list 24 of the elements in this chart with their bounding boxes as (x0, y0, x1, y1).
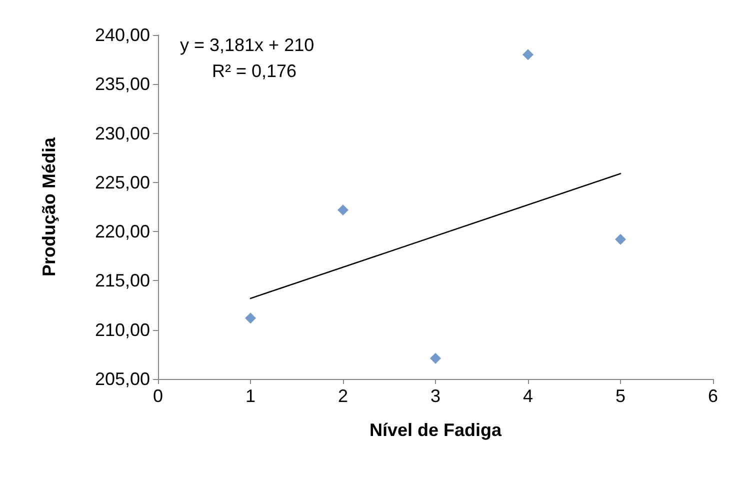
point (430, 352, 441, 364)
point (338, 204, 348, 216)
y-tick-label: 220,00 (94, 222, 150, 242)
annotation: R² = 0,176 (212, 61, 297, 81)
y-tick-label: 235,00 (94, 74, 150, 94)
x-tick-label: 3 (430, 386, 441, 406)
point (522, 49, 534, 60)
y-tick-label: 215,00 (94, 270, 150, 291)
x-tick-label: 2 (338, 386, 348, 406)
y-tick-label: 205,00 (94, 369, 150, 389)
y-tick-label: 230,00 (94, 123, 150, 144)
x-tick-label: 0 (152, 386, 164, 406)
x-tick-label: 5 (615, 386, 626, 406)
x-axis-title: Nível de Fadiga (369, 420, 503, 440)
point (245, 312, 256, 324)
y-tick-label: 225,00 (94, 172, 150, 192)
annotation: y = 3,181x + 210 (180, 35, 314, 55)
x-tick-label: 6 (708, 386, 718, 406)
y-tick-label: 240,00 (94, 25, 150, 45)
y-tick-label: 210,00 (94, 320, 150, 340)
point (615, 234, 626, 245)
x-tick-label: 1 (245, 386, 256, 406)
y-axis-title: Produção Média (39, 136, 59, 277)
x-tick-label: 4 (522, 386, 534, 406)
